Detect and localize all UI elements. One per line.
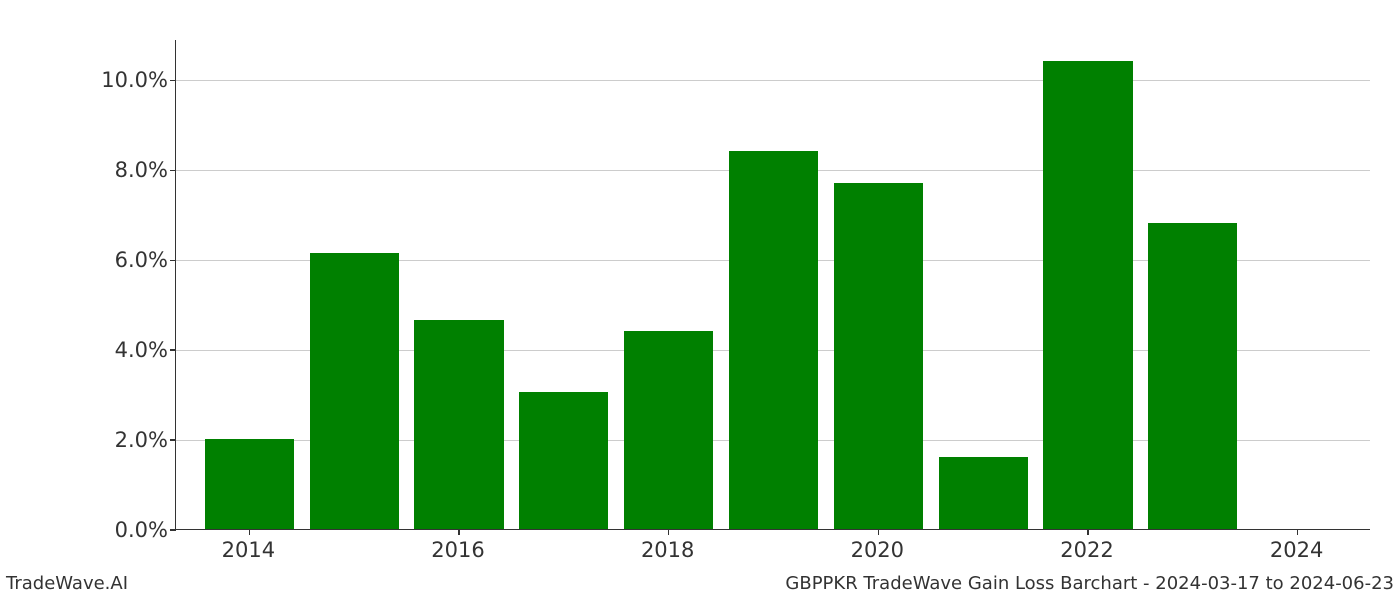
ytick-label: 4.0% bbox=[115, 338, 168, 362]
ytick-mark bbox=[170, 439, 176, 441]
bar bbox=[1043, 61, 1132, 529]
ytick-mark bbox=[170, 170, 176, 172]
bar bbox=[414, 320, 503, 529]
bar bbox=[624, 331, 713, 529]
xtick-mark bbox=[458, 529, 460, 535]
ytick-label: 10.0% bbox=[101, 68, 168, 92]
xtick-mark bbox=[1087, 529, 1089, 535]
bar bbox=[939, 457, 1028, 529]
xtick-label: 2014 bbox=[222, 538, 275, 562]
xtick-label: 2016 bbox=[431, 538, 484, 562]
bar bbox=[729, 151, 818, 529]
bar bbox=[519, 392, 608, 529]
ytick-label: 8.0% bbox=[115, 158, 168, 182]
ytick-mark bbox=[170, 80, 176, 82]
xtick-mark bbox=[878, 529, 880, 535]
xtick-label: 2024 bbox=[1270, 538, 1323, 562]
xtick-label: 2020 bbox=[851, 538, 904, 562]
bar bbox=[310, 253, 399, 529]
bar bbox=[834, 183, 923, 529]
bar bbox=[1148, 223, 1237, 529]
footer-brand: TradeWave.AI bbox=[6, 573, 128, 594]
xtick-mark bbox=[1297, 529, 1299, 535]
ytick-mark bbox=[170, 349, 176, 351]
chart-plot-area bbox=[175, 40, 1370, 530]
ytick-mark bbox=[170, 260, 176, 262]
bar bbox=[205, 439, 294, 529]
xtick-label: 2022 bbox=[1060, 538, 1113, 562]
ytick-label: 6.0% bbox=[115, 248, 168, 272]
xtick-mark bbox=[668, 529, 670, 535]
footer-caption: GBPPKR TradeWave Gain Loss Barchart - 20… bbox=[785, 573, 1394, 594]
ytick-mark bbox=[170, 529, 176, 531]
ytick-label: 0.0% bbox=[115, 518, 168, 542]
xtick-mark bbox=[249, 529, 251, 535]
ytick-label: 2.0% bbox=[115, 428, 168, 452]
gridline bbox=[176, 80, 1370, 81]
xtick-label: 2018 bbox=[641, 538, 694, 562]
